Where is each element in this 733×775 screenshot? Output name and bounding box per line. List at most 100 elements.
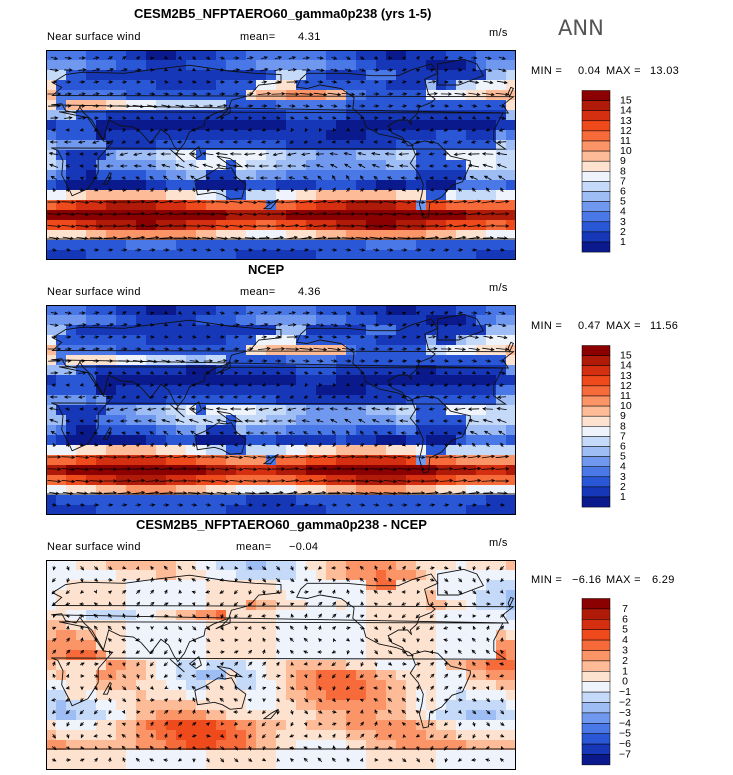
field-cell (276, 220, 287, 231)
field-cell (376, 120, 387, 131)
field-cell (86, 170, 97, 181)
field-cell (316, 485, 327, 496)
field-cell (216, 680, 227, 691)
wind-arrow (429, 673, 435, 679)
wind-arrow (360, 371, 365, 375)
wind-arrow (51, 698, 57, 702)
wind-arrow (246, 323, 255, 327)
wind-arrow (136, 710, 141, 714)
field-cell (506, 305, 516, 316)
wind-arrow (471, 746, 477, 750)
wind-arrow (121, 323, 128, 327)
wind-arrow (443, 745, 448, 751)
field-cell (56, 395, 67, 406)
field-cell (306, 640, 317, 651)
field-cell (226, 750, 237, 761)
wind-arrow (257, 479, 272, 483)
field-cell (426, 435, 437, 446)
field-cell (426, 110, 437, 121)
wind-arrow (190, 140, 197, 144)
field-cell (196, 445, 207, 456)
wind-arrow (233, 503, 240, 507)
field-cell (126, 730, 137, 741)
field-cell (376, 495, 387, 506)
field-cell (176, 750, 187, 761)
wind-arrow (274, 311, 283, 315)
field-cell (86, 335, 97, 346)
field-cell (476, 305, 487, 316)
field-cell (326, 220, 337, 231)
field-cell (486, 720, 497, 731)
field-cell (166, 720, 177, 731)
field-cell (126, 315, 137, 326)
wind-arrow (457, 733, 462, 739)
wind-arrow (66, 734, 70, 739)
wind-arrow (317, 430, 323, 436)
wind-arrow (414, 176, 421, 180)
wind-arrow (457, 758, 462, 762)
wind-arrow (440, 490, 453, 495)
field-cell (476, 720, 487, 731)
field-cell (156, 570, 167, 581)
field-cell (236, 335, 247, 346)
field-cell (166, 110, 177, 121)
wind-arrow (65, 383, 70, 387)
field-cell (406, 760, 417, 770)
field-cell (236, 505, 247, 515)
field-cell (216, 465, 227, 476)
field-cell (336, 200, 347, 211)
field-cell (246, 485, 257, 496)
field-cell (196, 315, 207, 326)
field-cell (296, 485, 307, 496)
wind-arrow (65, 347, 72, 351)
field-cell (506, 640, 516, 651)
wind-arrow (132, 104, 145, 109)
field-cell (126, 325, 137, 336)
wind-arrow (220, 757, 225, 763)
wind-arrow (495, 212, 510, 216)
field-cell (266, 485, 277, 496)
wind-arrow (65, 248, 72, 252)
field-cell (506, 160, 516, 171)
wind-arrow (303, 116, 309, 120)
wind-arrow (345, 577, 350, 582)
field-cell (86, 570, 97, 581)
wind-arrow (497, 236, 508, 240)
field-cell (386, 570, 397, 581)
wind-arrow (331, 673, 336, 679)
field-cell (186, 620, 197, 631)
field-cell (506, 560, 516, 571)
wind-arrow (355, 212, 370, 216)
field-cell (76, 580, 87, 591)
field-cell (356, 180, 367, 191)
wind-arrow (483, 430, 492, 436)
field-cell (196, 465, 207, 476)
field-cell (456, 130, 467, 141)
field-cell (296, 495, 307, 506)
field-cell (86, 220, 97, 231)
field-cell (456, 120, 467, 131)
field-cell (56, 325, 67, 336)
field-cell (476, 150, 487, 161)
wind-arrow (290, 602, 295, 607)
wind-arrow (220, 68, 225, 72)
field-cell (86, 600, 97, 611)
field-cell (426, 100, 437, 111)
wind-arrow (453, 223, 468, 228)
field-cell (346, 620, 357, 631)
wind-arrow (383, 491, 398, 496)
wind-arrow (79, 722, 84, 727)
field-cell (76, 170, 87, 181)
wind-arrow (414, 431, 421, 435)
wind-arrow (65, 128, 70, 132)
wind-arrow (205, 638, 211, 642)
field-cell (306, 335, 317, 346)
field-cell (156, 230, 167, 241)
field-cell (296, 365, 307, 376)
field-cell (126, 760, 137, 770)
field-cell (156, 680, 167, 691)
field-cell (436, 160, 447, 171)
field-cell (146, 220, 157, 231)
wind-arrow (145, 490, 160, 495)
field-cell (256, 140, 267, 151)
